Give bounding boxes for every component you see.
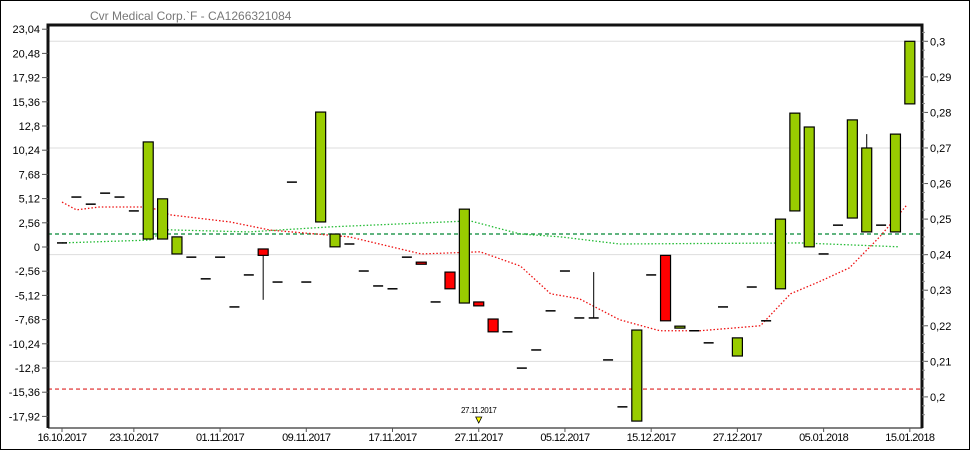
candle-down	[257, 248, 269, 256]
left-tick-label: -2,56	[15, 266, 40, 278]
left-tick-label: 17,92	[12, 73, 40, 85]
event-marker-label: 27.11.2017	[461, 406, 497, 415]
left-tick-label: 2,56	[19, 218, 40, 230]
left-tick-label: -5,12	[15, 290, 40, 302]
x-tick-label: 23.10.2017	[109, 432, 159, 444]
right-tick-label: 0,25	[930, 214, 951, 226]
left-tick-label: 15,36	[12, 97, 40, 109]
candle-up	[889, 133, 902, 233]
event-marker-icon	[475, 416, 483, 424]
right-tick-label: 0,3	[930, 36, 945, 48]
right-tick-label: 0,2	[930, 392, 945, 404]
x-tick-label: 27.12.2017	[713, 432, 763, 444]
plot-border-thick	[46, 23, 924, 428]
candle-up	[731, 337, 743, 357]
right-tick-label: 0,23	[930, 285, 951, 297]
candle-up	[846, 119, 858, 219]
left-tick-label: -7,68	[15, 315, 40, 327]
candle-down	[487, 318, 499, 333]
chart-title: Cvr Medical Corp.`F - CA1266321084	[90, 9, 292, 23]
candle-up	[156, 198, 169, 240]
left-tick-label: -15,36	[9, 387, 40, 399]
candle-up	[904, 40, 916, 105]
candle-up	[315, 111, 327, 223]
candle-up	[171, 236, 183, 255]
x-tick-label: 15.01.2018	[885, 432, 935, 444]
left-tick-label: -10,24	[9, 339, 40, 351]
left-tick-label: 12,8	[19, 121, 40, 133]
x-tick-label: 09.11.2017	[282, 432, 331, 444]
candle-up	[674, 325, 686, 329]
right-tick-label: 0,29	[930, 72, 951, 84]
left-tick-label: 23,04	[12, 24, 40, 36]
x-tick-label: 05.12.2017	[540, 432, 590, 444]
moving-average-line	[61, 220, 900, 248]
right-tick-label: 0,22	[930, 321, 951, 333]
right-tick-label: 0,28	[930, 107, 951, 119]
candle-up	[631, 329, 643, 422]
plot-border	[47, 24, 923, 429]
candle-up	[803, 126, 815, 248]
left-tick-label: 0	[34, 242, 40, 254]
candle-down	[659, 254, 672, 322]
left-tick-label: -12,8	[15, 363, 40, 375]
x-tick-label: 05.01.2018	[799, 432, 849, 444]
candle-up	[861, 147, 873, 233]
candle-down	[473, 301, 485, 307]
candle-down	[444, 271, 456, 290]
left-tick-label: -17,92	[9, 411, 40, 423]
x-tick-label: 16.10.2017	[37, 432, 87, 444]
left-tick-label: 5,12	[19, 194, 40, 206]
left-tick-label: 20,48	[12, 48, 40, 60]
left-tick-label: 10,24	[12, 145, 40, 157]
x-tick-label: 17.11.2017	[368, 432, 417, 444]
right-tick-label: 0,21	[930, 356, 951, 368]
x-tick-label: 27.11.2017	[455, 432, 504, 444]
candle-up	[458, 208, 470, 304]
x-tick-label: 15.12.2017	[627, 432, 677, 444]
candle-down	[415, 261, 427, 265]
left-tick-label: 7,68	[19, 169, 40, 181]
candle-up	[774, 218, 787, 290]
candle-up	[789, 112, 801, 212]
right-tick-label: 0,26	[930, 179, 951, 191]
candle-up	[329, 233, 341, 248]
x-tick-label: 01.11.2017	[196, 432, 245, 444]
right-tick-label: 0,24	[930, 250, 951, 262]
right-tick-label: 0,27	[930, 143, 951, 155]
candle-up	[142, 141, 154, 240]
